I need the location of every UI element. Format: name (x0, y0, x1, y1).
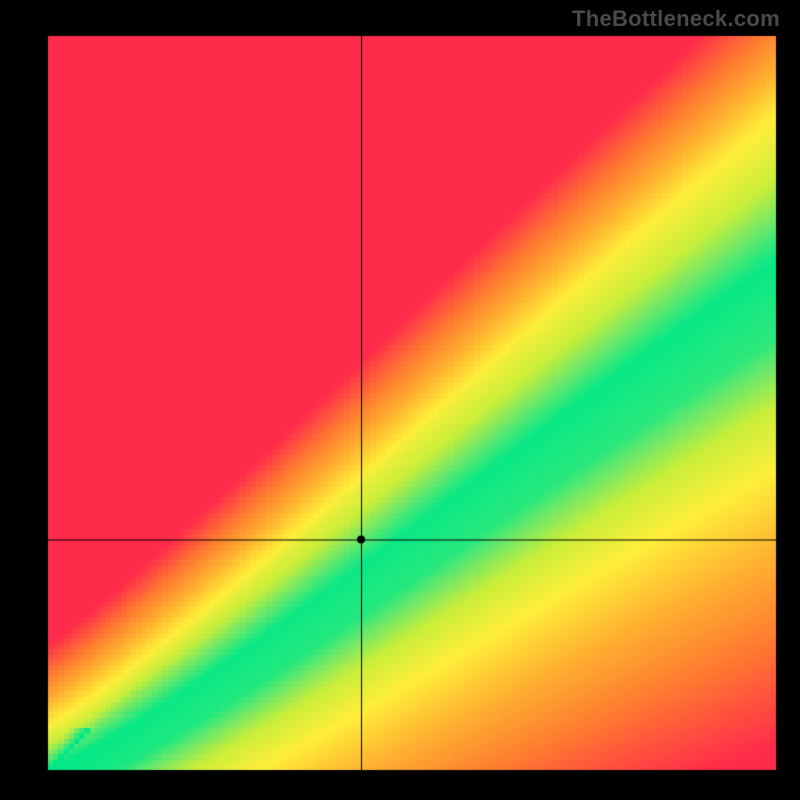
watermark-text: TheBottleneck.com (572, 6, 780, 32)
bottleneck-heatmap (0, 0, 800, 800)
chart-container: TheBottleneck.com (0, 0, 800, 800)
